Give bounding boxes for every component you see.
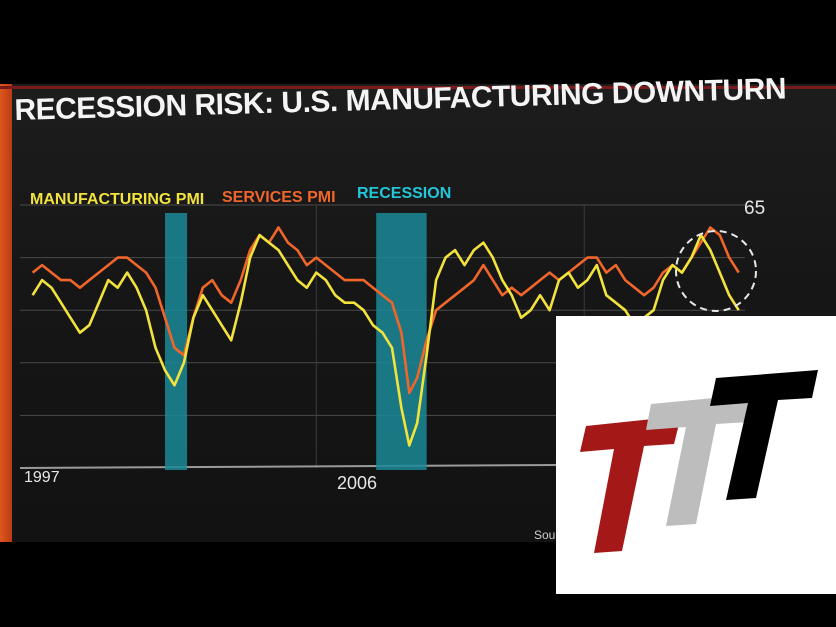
title-rule — [0, 86, 836, 89]
ttt-logo — [556, 316, 836, 594]
legend-services: SERVICES PMI — [222, 189, 336, 206]
legend-recession: RECESSION — [357, 185, 451, 202]
series-layer — [31, 226, 740, 447]
recession-band — [165, 213, 188, 470]
x-tick-label: 1997 — [24, 469, 60, 486]
orange-accent-bar — [0, 84, 12, 542]
source-note: Sou — [534, 528, 555, 542]
y-tick-label: 65 — [744, 198, 765, 219]
manufacturing-pmi-line — [31, 233, 740, 447]
ttt-logo-icon — [580, 370, 818, 553]
highlight-circle — [675, 230, 757, 312]
x-tick-label: 2006 — [337, 473, 377, 493]
legend-manufacturing: MANUFACTURING PMI — [30, 191, 204, 208]
services-pmi-line — [31, 226, 740, 395]
